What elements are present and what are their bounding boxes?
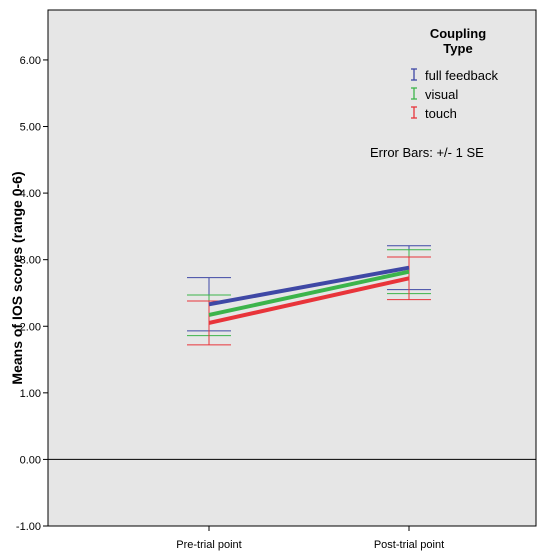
x-axis: Pre-trial point Post-trial point xyxy=(176,526,444,551)
legend: Coupling Type full feedback visual touch xyxy=(411,26,498,121)
legend-title-line1: Coupling xyxy=(430,26,486,41)
series-line xyxy=(208,276,410,325)
x-tick-label: Pre-trial point xyxy=(176,539,241,551)
legend-label: visual xyxy=(425,87,458,102)
x-tick-label: Post-trial point xyxy=(374,539,444,551)
y-tick-label: 6.00 xyxy=(20,55,41,67)
y-axis: -1.00 0.00 1.00 2.00 3.00 4.00 5.00 6.00 xyxy=(16,55,48,533)
y-tick-label: 5.00 xyxy=(20,122,41,134)
y-tick-label: 3.00 xyxy=(20,255,41,267)
series-touch xyxy=(187,256,431,346)
y-tick-label: 0.00 xyxy=(20,454,41,466)
series-layer xyxy=(187,245,431,346)
legend-item: full feedback xyxy=(411,68,498,83)
plot-area xyxy=(47,9,537,527)
error-bar-annotation: Error Bars: +/- 1 SE xyxy=(370,145,484,160)
y-tick-label: 4.00 xyxy=(20,188,41,200)
y-tick-label: -1.00 xyxy=(16,521,41,533)
legend-title-line2: Type xyxy=(443,41,472,56)
y-tick-label: 2.00 xyxy=(20,321,41,333)
y-tick-label: 1.00 xyxy=(20,388,41,400)
y-axis-title: Means of IOS scores (range 0-6) xyxy=(9,171,25,384)
legend-items: full feedback visual touch xyxy=(411,68,498,121)
legend-label: touch xyxy=(425,106,457,121)
legend-item: touch xyxy=(411,106,457,121)
series-line xyxy=(208,269,410,317)
legend-item: visual xyxy=(411,87,458,102)
series-line xyxy=(208,265,410,307)
legend-label: full feedback xyxy=(425,68,498,83)
